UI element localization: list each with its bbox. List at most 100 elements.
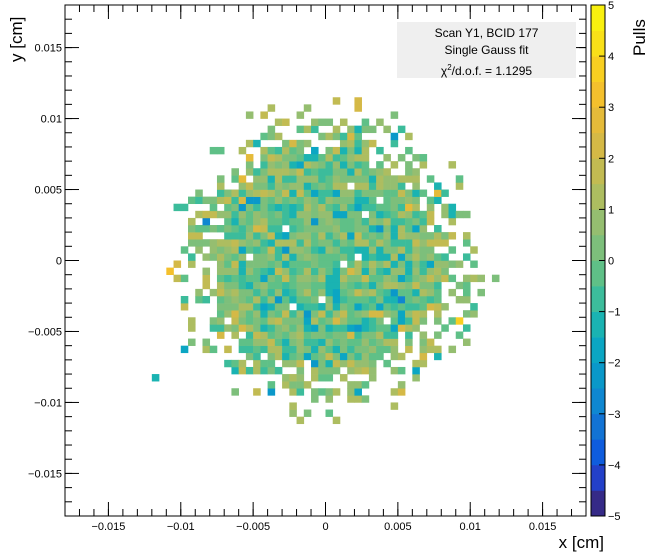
heatmap-cell [347, 175, 355, 183]
heatmap-cell [296, 175, 305, 183]
heatmap-cell [347, 239, 355, 247]
heatmap-cell [405, 225, 413, 233]
heatmap-cell [390, 366, 399, 375]
heatmap-cell [462, 324, 471, 332]
heatmap-cell [361, 274, 370, 283]
heatmap-cell [253, 267, 261, 275]
heatmap-cell [289, 239, 297, 247]
heatmap-cell [332, 182, 341, 190]
heatmap-cell [361, 175, 370, 183]
heatmap-cell [253, 359, 261, 368]
heatmap-cell [339, 239, 348, 247]
heatmap-cell [274, 118, 283, 126]
heatmap-cell [303, 295, 312, 304]
heatmap-cell [216, 310, 225, 318]
heatmap-cell [274, 146, 283, 155]
heatmap-cell [311, 359, 319, 368]
heatmap-cell [311, 395, 319, 403]
heatmap-cell [376, 246, 384, 254]
heatmap-cell [368, 168, 377, 176]
heatmap-cell [347, 161, 355, 169]
heatmap-cell [224, 246, 232, 254]
heatmap-cell [245, 345, 254, 354]
heatmap-cell [318, 317, 326, 325]
heatmap-cell [311, 196, 319, 205]
heatmap-cell [274, 253, 283, 261]
heatmap-cell [354, 303, 362, 311]
heatmap-cell [383, 303, 391, 311]
heatmap-cell [311, 303, 319, 311]
heatmap-cell [238, 182, 247, 190]
heatmap-cell [195, 196, 203, 205]
heatmap-cell [383, 168, 391, 176]
heatmap-cell [376, 225, 384, 233]
heatmap-cell [180, 345, 189, 354]
heatmap-cell [390, 352, 399, 361]
heatmap-cell [325, 374, 334, 382]
heatmap-cell [282, 338, 290, 346]
heatmap-cell [441, 303, 449, 311]
heatmap-cell [332, 132, 341, 141]
heatmap-cell [253, 366, 261, 375]
heatmap-cell [231, 168, 239, 176]
heatmap-cell [390, 203, 399, 212]
heatmap-cell [470, 310, 478, 318]
heatmap-cell [332, 317, 341, 325]
heatmap-cell [332, 253, 341, 261]
heatmap-cell [209, 317, 218, 325]
heatmap-cell [224, 260, 232, 268]
heatmap-cell [405, 210, 413, 219]
heatmap-cell [318, 118, 326, 126]
heatmap-cell [347, 359, 355, 368]
heatmap-cell [267, 288, 276, 297]
heatmap-cell [224, 324, 232, 332]
heatmap-cell [289, 203, 297, 212]
heatmap-cell [311, 281, 319, 290]
heatmap-cell [405, 189, 413, 197]
heatmap-cell [354, 281, 362, 290]
heatmap-cell [311, 274, 319, 283]
heatmap-cell [397, 189, 406, 197]
heatmap-cell [325, 146, 334, 155]
heatmap-cell [332, 352, 341, 361]
color-scale-segment [591, 81, 605, 108]
heatmap-cell [282, 189, 290, 197]
heatmap-cell [354, 246, 362, 254]
color-scale-segment [591, 107, 605, 134]
heatmap-cell [260, 359, 268, 368]
heatmap-cell [231, 274, 239, 283]
heatmap-cell [332, 175, 341, 183]
heatmap-cell [412, 374, 420, 382]
heatmap-cell [383, 310, 391, 318]
heatmap-cell [412, 210, 420, 219]
heatmap-cell [311, 168, 319, 176]
heatmap-cell [289, 317, 297, 325]
heatmap-cell [311, 182, 319, 190]
heatmap-cell [361, 161, 370, 169]
heatmap-cell [296, 154, 305, 162]
heatmap-cell [311, 210, 319, 219]
heatmap-cell [376, 274, 384, 283]
heatmap-cell [405, 175, 413, 183]
heatmap-cell [325, 175, 334, 183]
heatmap-cell [289, 189, 297, 197]
heatmap-cell [274, 295, 283, 304]
heatmap-cell [216, 324, 225, 332]
heatmap-cell [303, 217, 312, 226]
heatmap-cell [260, 168, 268, 176]
heatmap-cell [434, 267, 442, 275]
z-tick-label: 2 [608, 153, 614, 165]
heatmap-cell [325, 217, 334, 226]
heatmap-cell [405, 331, 413, 339]
heatmap-cell [303, 253, 312, 261]
heatmap-cell [274, 203, 283, 212]
heatmap-cell [224, 196, 232, 205]
heatmap-cell [282, 324, 290, 332]
heatmap-cell [412, 189, 420, 197]
heatmap-cell [332, 168, 341, 176]
heatmap-cell [216, 239, 225, 247]
heatmap-cell [368, 267, 377, 275]
heatmap-cell [202, 338, 211, 346]
heatmap-cell [426, 288, 435, 297]
heatmap-cell [412, 253, 420, 261]
